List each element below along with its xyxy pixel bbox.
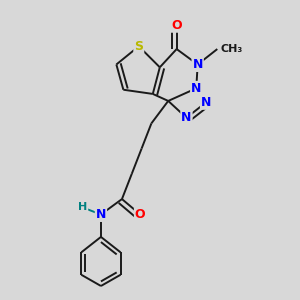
Text: N: N <box>201 96 211 109</box>
Text: N: N <box>191 82 201 95</box>
Text: O: O <box>171 19 182 32</box>
Text: O: O <box>135 208 146 221</box>
Text: CH₃: CH₃ <box>220 44 242 54</box>
Text: S: S <box>134 40 143 53</box>
Text: N: N <box>181 111 192 124</box>
Text: H: H <box>78 202 87 212</box>
Text: N: N <box>96 208 106 221</box>
Text: N: N <box>193 58 203 71</box>
